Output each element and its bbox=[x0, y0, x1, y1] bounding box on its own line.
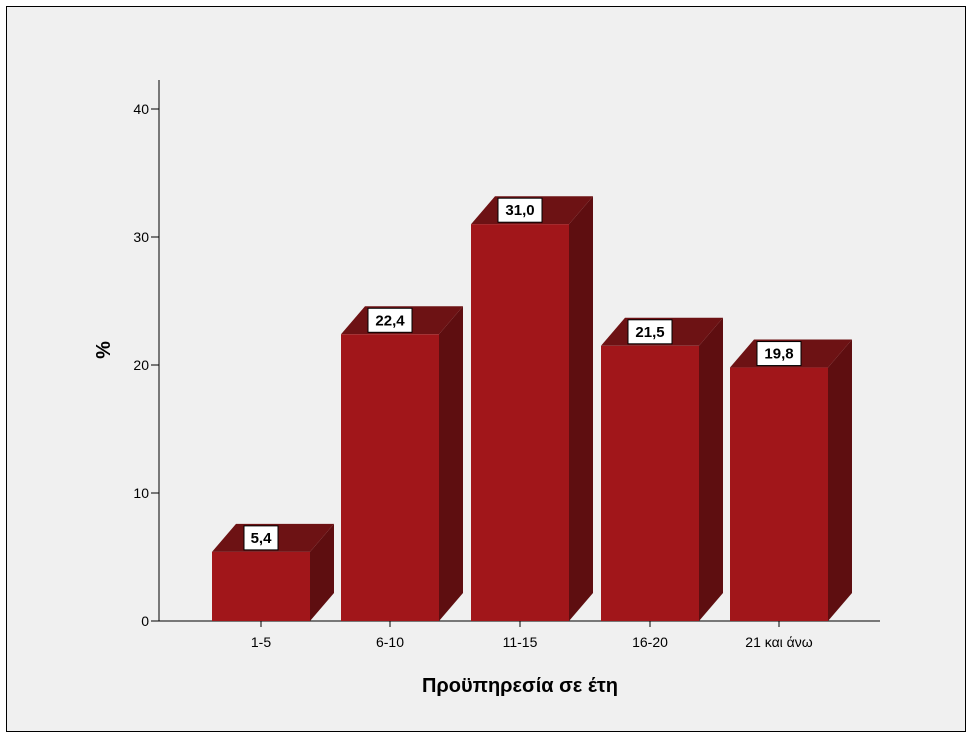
x-tick-label: 21 και άνω bbox=[745, 634, 812, 650]
x-axis-title: Προϋπηρεσία σε έτη bbox=[422, 675, 618, 697]
data-label: 21,5 bbox=[635, 324, 664, 341]
y-tick-label: 40 bbox=[133, 101, 149, 117]
y-tick-label: 30 bbox=[133, 229, 149, 245]
bar bbox=[601, 345, 699, 621]
y-tick-label: 0 bbox=[141, 613, 149, 629]
data-label: 19,8 bbox=[764, 346, 793, 363]
bar-side bbox=[310, 523, 334, 621]
data-label: 22,4 bbox=[375, 312, 405, 329]
y-tick-label: 20 bbox=[133, 357, 149, 373]
bars: 5,4 22,4 31,0 21,5 19,8 bbox=[212, 196, 852, 621]
y-tick-label: 10 bbox=[133, 485, 149, 501]
data-label-box bbox=[627, 319, 673, 345]
bar-side bbox=[439, 306, 463, 621]
x-tick-label: 11-15 bbox=[503, 634, 538, 650]
bar bbox=[212, 551, 310, 621]
bar-side bbox=[828, 339, 852, 621]
data-label-box bbox=[243, 525, 279, 551]
x-tick-label: 16-20 bbox=[632, 634, 668, 650]
data-label-box bbox=[756, 341, 802, 367]
data-label-box bbox=[367, 307, 413, 333]
y-axis-title: % bbox=[93, 341, 115, 359]
bar bbox=[730, 367, 828, 621]
x-tick-label: 1-5 bbox=[251, 634, 271, 650]
data-label: 5,4 bbox=[251, 530, 273, 547]
data-label-box bbox=[497, 197, 543, 223]
bar bbox=[341, 334, 439, 621]
bar-side bbox=[569, 196, 593, 621]
data-label: 31,0 bbox=[505, 202, 534, 219]
bar bbox=[471, 224, 569, 621]
x-tick-label: 6-10 bbox=[376, 634, 404, 650]
bar-side bbox=[699, 317, 723, 621]
